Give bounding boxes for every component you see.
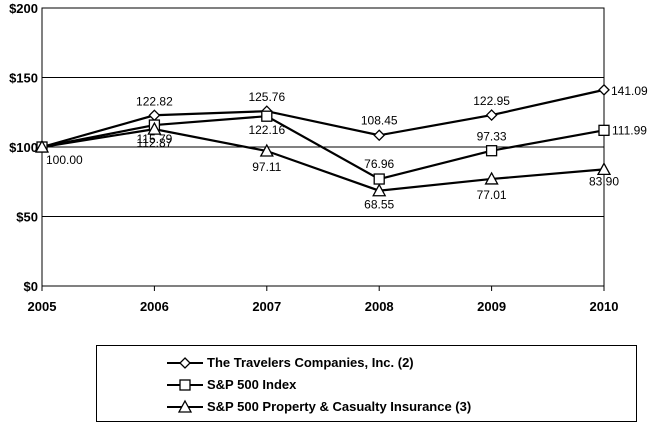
- triangle-point: [259, 143, 274, 157]
- data-label: 141.09: [611, 84, 648, 98]
- diamond-point: [373, 129, 386, 142]
- y-tick-label: $200: [9, 1, 38, 16]
- triangle-point: [34, 139, 50, 153]
- data-label: 108.45: [361, 113, 398, 127]
- data-label: 122.95: [473, 94, 510, 108]
- y-tick-label: $50: [16, 210, 38, 225]
- y-tick-label: $100: [9, 140, 38, 155]
- diamond-marker-icon: [167, 357, 203, 369]
- data-label: 111.99: [612, 123, 647, 137]
- square-point: [598, 124, 610, 136]
- line-chart: $0 $50 $100 $150 $200 2005 2006 2007 2008 2009 201…: [9, 1, 648, 314]
- triangle-point: [596, 162, 612, 176]
- data-label: 115.79: [136, 132, 172, 146]
- triangle-marker-icon: [167, 399, 203, 413]
- x-tick-label: 2006: [140, 299, 169, 314]
- data-label: 77.01: [477, 188, 507, 202]
- series-lines: [34, 83, 612, 197]
- data-label: 97.33: [477, 130, 507, 144]
- series-line-sp500-pc: [41, 127, 605, 192]
- data-label: 76.96: [364, 157, 394, 171]
- series-line-sp500: [41, 115, 605, 181]
- legend: The Travelers Companies, Inc. (2) S&P 50…: [96, 345, 637, 422]
- diamond-point: [148, 109, 161, 122]
- y-tick-label: $0: [24, 279, 38, 294]
- data-label: 100.00: [46, 153, 83, 167]
- diamond-point: [485, 109, 498, 122]
- x-tick-label: 2009: [477, 299, 506, 314]
- triangle-point: [372, 183, 387, 197]
- square-point: [373, 173, 385, 185]
- data-label: 122.16: [248, 123, 285, 137]
- data-label: 125.76: [248, 90, 285, 104]
- legend-item-sp500: S&P 500 Index: [97, 375, 636, 395]
- series-line-travelers: [41, 88, 605, 149]
- x-tick-label: 2007: [252, 299, 281, 314]
- square-point: [485, 145, 498, 157]
- square-point: [261, 110, 273, 122]
- legend-label-sp500: S&P 500 Index: [207, 377, 297, 392]
- x-tick-label: 2010: [590, 299, 619, 314]
- data-labels: 100.00 122.82 125.76 108.45 122.95 141.09 115.…: [46, 84, 648, 212]
- data-label: 83.90: [589, 174, 619, 188]
- triangle-point: [484, 171, 499, 185]
- axes: $0 $50 $100 $150 $200 2005 2006 2007 2008 2009 201…: [9, 1, 618, 314]
- data-label: 112.87: [136, 136, 172, 150]
- legend-item-travelers: The Travelers Companies, Inc. (2): [97, 353, 636, 373]
- x-tick-label: 2008: [365, 299, 394, 314]
- legend-label-travelers: The Travelers Companies, Inc. (2): [207, 355, 414, 370]
- data-label: 68.55: [364, 198, 394, 212]
- legend-item-sp500-pc: S&P 500 Property & Casualty Insurance (3…: [97, 397, 636, 417]
- data-label: 97.11: [252, 160, 281, 174]
- triangle-point: [147, 121, 162, 135]
- y-tick-label: $150: [9, 71, 38, 86]
- diamond-point: [598, 83, 610, 96]
- x-tick-label: 2005: [28, 299, 57, 314]
- square-marker-icon: [167, 379, 203, 391]
- data-label: 122.82: [136, 94, 173, 108]
- legend-label-sp500-pc: S&P 500 Property & Casualty Insurance (3…: [207, 399, 472, 414]
